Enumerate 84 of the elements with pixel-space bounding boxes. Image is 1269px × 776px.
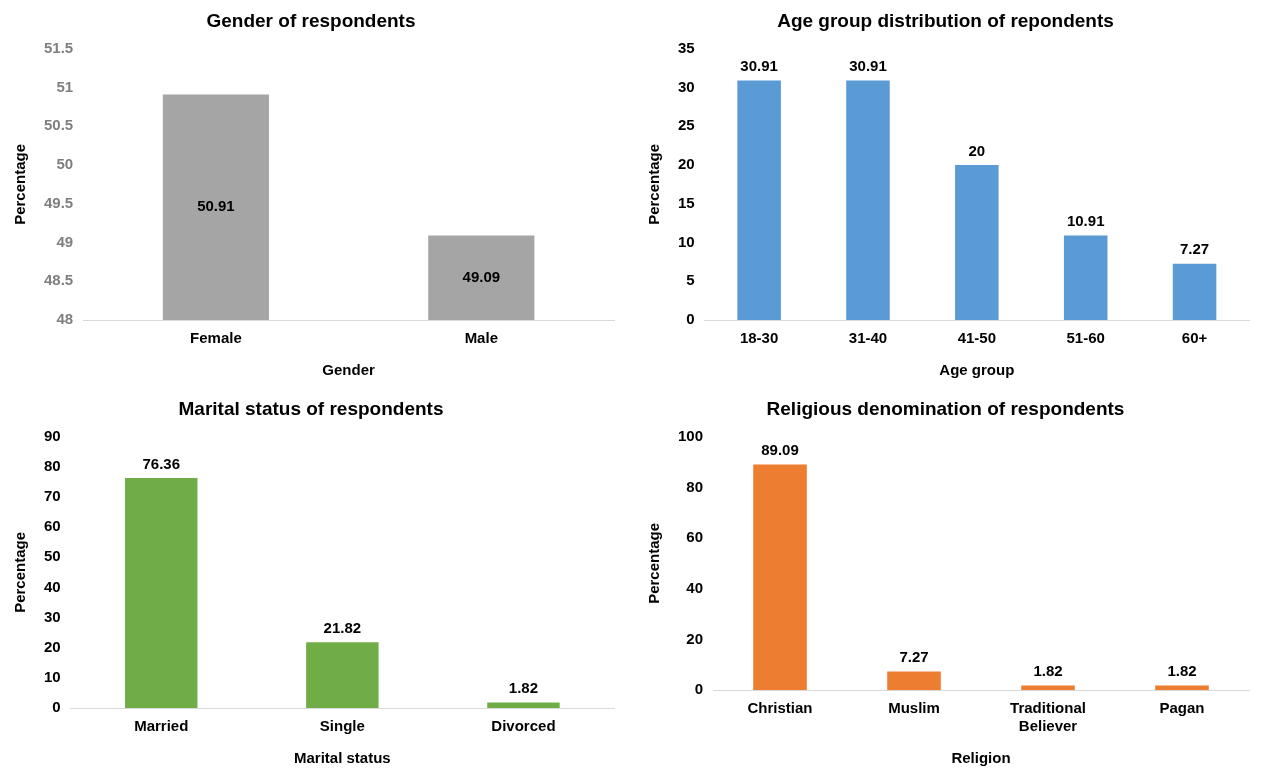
data-label: 7.27 xyxy=(1179,240,1210,258)
bar xyxy=(125,477,198,708)
chart-title: Religious denomination of respondents xyxy=(766,397,1125,419)
y-tick-label: 51.5 xyxy=(43,38,74,56)
y-tick-label: 100 xyxy=(678,426,704,444)
x-tick-label: 60+ xyxy=(1181,329,1208,347)
x-tick-label: 51-60 xyxy=(1066,329,1105,347)
bar xyxy=(1155,685,1209,690)
y-tick-label: 0 xyxy=(694,680,704,698)
y-tick-label: 30 xyxy=(678,77,695,95)
data-label: 7.27 xyxy=(899,648,929,666)
y-tick-label: 20 xyxy=(44,637,61,655)
y-tick-label: 10 xyxy=(44,668,61,686)
y-tick-label: 50 xyxy=(56,155,74,173)
x-tick-label: Christian xyxy=(747,699,813,717)
x-tick-label: Muslim xyxy=(888,699,940,717)
data-label: 30.91 xyxy=(849,57,887,75)
y-axis-title: Percentage xyxy=(11,143,29,225)
y-tick-label: 60 xyxy=(44,517,61,535)
bar xyxy=(306,642,379,708)
data-label: 30.91 xyxy=(740,57,778,75)
data-label: 1.82 xyxy=(508,679,539,697)
x-tick-label: 41-50 xyxy=(957,329,997,347)
y-axis-title: Percentage xyxy=(645,522,663,604)
data-label: 49.09 xyxy=(462,267,501,285)
y-tick-label: 70 xyxy=(44,487,61,505)
y-tick-label: 48.5 xyxy=(43,271,74,289)
bar xyxy=(1063,235,1108,320)
x-tick-label: 18-30 xyxy=(739,329,779,347)
data-label: 21.82 xyxy=(323,618,362,636)
y-tick-label: 40 xyxy=(686,578,704,596)
chart-title: Gender of respondents xyxy=(206,9,416,31)
y-tick-label: 90 xyxy=(44,426,61,444)
x-tick-label: Male xyxy=(464,329,498,347)
x-tick-label: 31-40 xyxy=(848,329,888,347)
bar xyxy=(1172,263,1217,320)
bar xyxy=(737,80,781,320)
bar xyxy=(753,464,807,690)
y-tick-label: 50.5 xyxy=(43,116,74,134)
x-tick-label: Traditional Believer xyxy=(1010,699,1086,735)
y-tick-label: 0 xyxy=(52,698,61,716)
bar xyxy=(487,702,560,708)
data-label: 1.82 xyxy=(1167,662,1197,680)
bar xyxy=(1021,685,1075,690)
x-tick-label: Pagan xyxy=(1159,699,1205,717)
y-tick-label: 20 xyxy=(686,629,704,647)
data-label: 1.82 xyxy=(1033,662,1063,680)
x-axis-title: Gender xyxy=(322,361,376,379)
y-tick-label: 51 xyxy=(56,77,74,95)
y-tick-label: 49.5 xyxy=(43,193,74,211)
x-axis-title: Religion xyxy=(951,749,1011,767)
y-tick-label: 0 xyxy=(686,310,695,328)
y-tick-label: 80 xyxy=(44,457,61,475)
y-tick-label: 35 xyxy=(678,38,695,56)
y-tick-label: 30 xyxy=(44,607,61,625)
y-tick-label: 48 xyxy=(56,310,74,328)
data-label: 89.09 xyxy=(761,441,799,459)
x-tick-label: Divorced xyxy=(491,717,556,735)
chart-title: Marital status of respondents xyxy=(178,397,444,419)
data-label: 50.91 xyxy=(197,197,235,215)
x-tick-label: Married xyxy=(134,717,189,735)
y-tick-label: 25 xyxy=(678,116,695,134)
y-tick-label: 15 xyxy=(678,193,695,211)
x-tick-label: Female xyxy=(190,329,242,347)
y-tick-label: 5 xyxy=(686,271,695,289)
y-tick-label: 10 xyxy=(678,232,695,250)
data-label: 76.36 xyxy=(142,454,181,472)
y-tick-label: 60 xyxy=(686,528,704,546)
y-axis-title: Percentage xyxy=(11,531,29,613)
x-axis-title: Age group xyxy=(939,361,1015,379)
bar xyxy=(955,165,999,320)
data-label: 10.91 xyxy=(1066,212,1105,230)
y-tick-label: 20 xyxy=(678,155,695,173)
y-tick-label: 49 xyxy=(56,232,74,250)
bar xyxy=(846,80,890,320)
x-axis-title: Marital status xyxy=(293,749,391,767)
bar xyxy=(887,671,941,690)
y-tick-label: 40 xyxy=(44,577,61,595)
chart-title: Age group distribution of repondents xyxy=(777,9,1114,31)
x-tick-label: Single xyxy=(319,717,365,735)
y-tick-label: 80 xyxy=(686,477,704,495)
y-axis-title: Percentage xyxy=(645,143,663,225)
y-tick-label: 50 xyxy=(44,547,61,565)
data-label: 20 xyxy=(968,141,986,159)
